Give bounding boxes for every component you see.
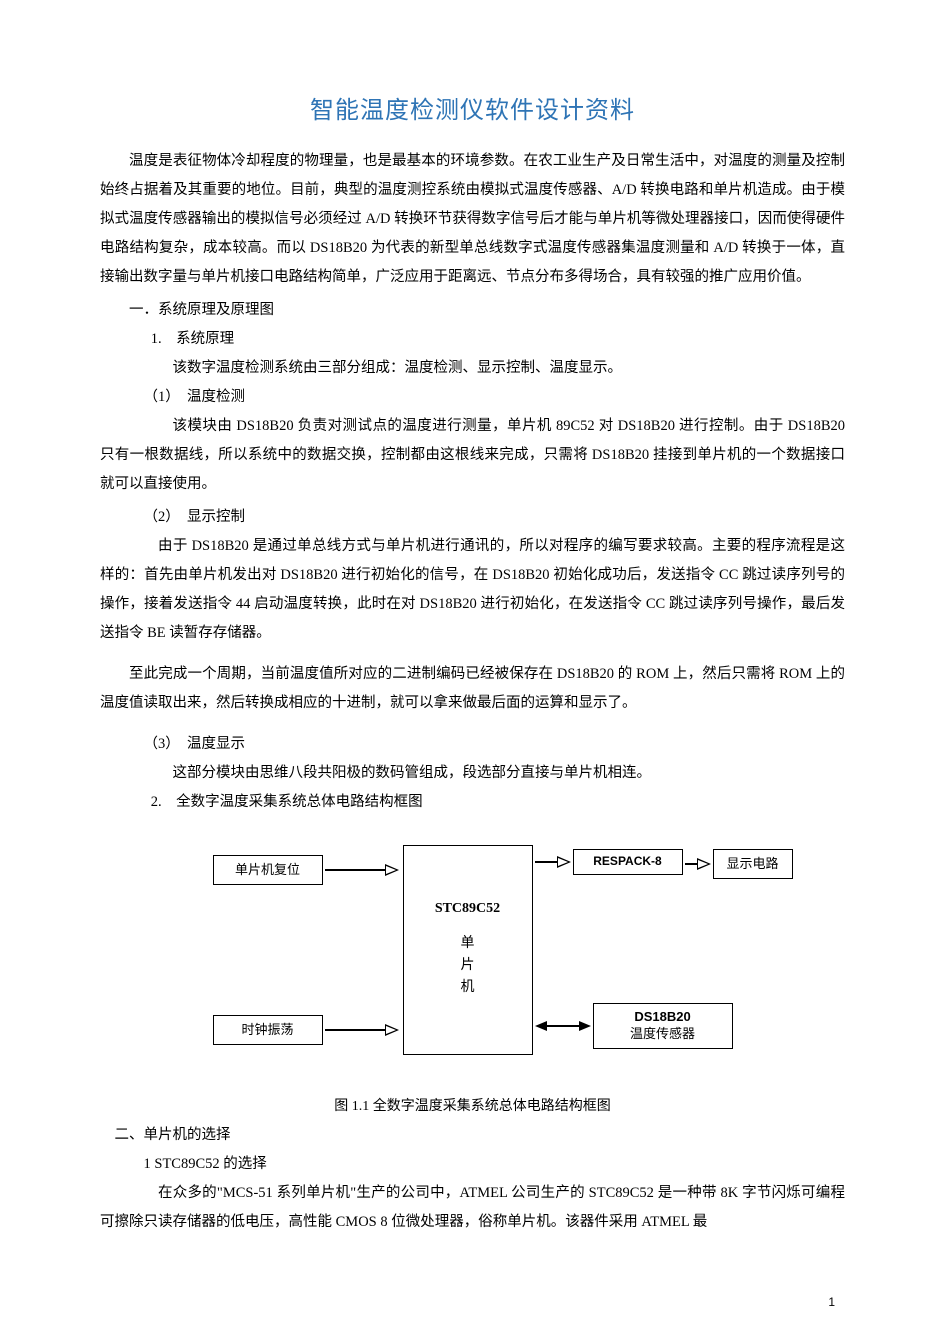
section-1-1-3-heading: （3） 温度显示 — [100, 730, 845, 759]
arrow-head-icon — [535, 1021, 547, 1031]
diagram-clock-box: 时钟振荡 — [213, 1015, 323, 1045]
arrow-line — [325, 869, 387, 871]
page-title: 智能温度检测仪软件设计资料 — [100, 90, 845, 125]
section-2-heading: 二、单片机的选择 — [100, 1121, 845, 1150]
arrow-head-icon — [697, 858, 711, 870]
section-1-1-2-text-1: 由于 DS18B20 是通过单总线方式与单片机进行通讯的，所以对程序的编写要求较… — [100, 532, 845, 648]
page-number: 1 — [828, 1295, 835, 1309]
section-1-1-text: 该数字温度检测系统由三部分组成：温度检测、显示控制、温度显示。 — [100, 354, 845, 383]
diagram-respack-box: RESPACK-8 — [573, 849, 683, 875]
diagram-sensor-box: DS18B20 温度传感器 — [593, 1003, 733, 1049]
diagram-sensor-line2: 温度传感器 — [630, 1026, 695, 1043]
intro-paragraph: 温度是表征物体冷却程度的物理量，也是最基本的环境参数。在农工业生产及日常生活中，… — [100, 147, 845, 292]
arrow-line — [535, 861, 559, 863]
diagram-mcu-label: STC89C52 — [435, 900, 500, 918]
arrow-head-icon — [557, 856, 571, 868]
arrow-line — [545, 1025, 581, 1027]
arrow-head-icon — [385, 864, 399, 876]
section-1-2-heading: 2. 全数字温度采集系统总体电路结构框图 — [100, 788, 845, 817]
diagram-sensor-line1: DS18B20 — [634, 1009, 690, 1026]
diagram-caption: 图 1.1 全数字温度采集系统总体电路结构框图 — [100, 1095, 845, 1115]
section-1-1-3-text: 这部分模块由思维八段共阳极的数码管组成，段选部分直接与单片机相连。 — [100, 759, 845, 788]
arrow-line — [325, 1029, 387, 1031]
diagram-display-box: 显示电路 — [713, 849, 793, 879]
section-1-1-2-text-2: 至此完成一个周期，当前温度值所对应的二进制编码已经被保存在 DS18B20 的 … — [100, 660, 845, 718]
section-1-1-1-heading: （1） 温度检测 — [100, 383, 845, 412]
arrow-head-icon — [385, 1024, 399, 1036]
section-1-heading: 一．系统原理及原理图 — [100, 296, 845, 325]
section-2-1-text: 在众多的"MCS-51 系列单片机"生产的公司中，ATMEL 公司生产的 STC… — [100, 1179, 845, 1237]
diagram-mcu-box: STC89C52 单 片 机 — [403, 845, 533, 1055]
section-1-1-heading: 1. 系统原理 — [100, 325, 845, 354]
arrow-head-icon — [579, 1021, 591, 1031]
diagram-mcu-sublabel: 单 片 机 — [461, 933, 475, 1000]
section-1-1-1-text: 该模块由 DS18B20 负责对测试点的温度进行测量，单片机 89C52 对 D… — [100, 412, 845, 499]
diagram-reset-box: 单片机复位 — [213, 855, 323, 885]
section-2-1-heading: 1 STC89C52 的选择 — [100, 1150, 845, 1179]
block-diagram: STC89C52 单 片 机 单片机复位 时钟振荡 RESPACK-8 显示电路… — [100, 827, 845, 1077]
section-1-1-2-heading: （2） 显示控制 — [100, 503, 845, 532]
